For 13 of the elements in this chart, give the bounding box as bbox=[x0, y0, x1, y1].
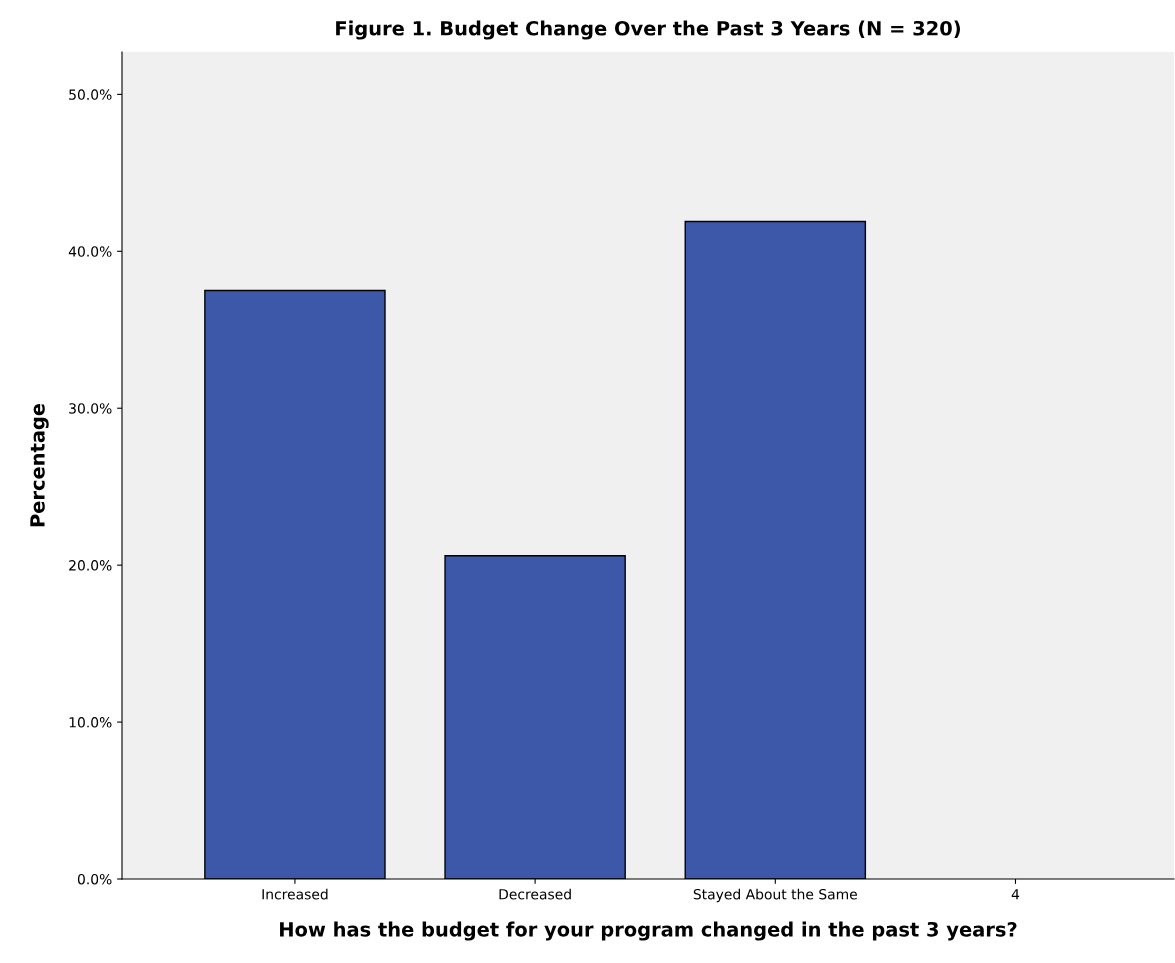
x-tick-label: Stayed About the Same bbox=[693, 888, 857, 903]
y-tick-label: 0.0% bbox=[77, 873, 112, 885]
x-tick-label: Increased bbox=[262, 888, 328, 900]
y-tick-label: 50.0% bbox=[69, 89, 112, 100]
y-tick-label: 40.0% bbox=[68, 246, 112, 257]
y-tick-label: 20.0% bbox=[69, 560, 112, 571]
chart-title: Figure 1. Budget Change Over the Past 3 Years (N = 320) bbox=[336, 20, 960, 40]
y-tick-label: 30.0% bbox=[69, 403, 112, 414]
x-axis-title: How has the budget for your program changed in the past 3 years? bbox=[280, 921, 1017, 941]
x-tick-label: Decreased bbox=[499, 888, 571, 900]
x-tick-label: 4 bbox=[1011, 889, 1020, 900]
y-tick-label: 10.0% bbox=[69, 717, 112, 728]
y-axis-title: Percentage bbox=[30, 403, 49, 527]
